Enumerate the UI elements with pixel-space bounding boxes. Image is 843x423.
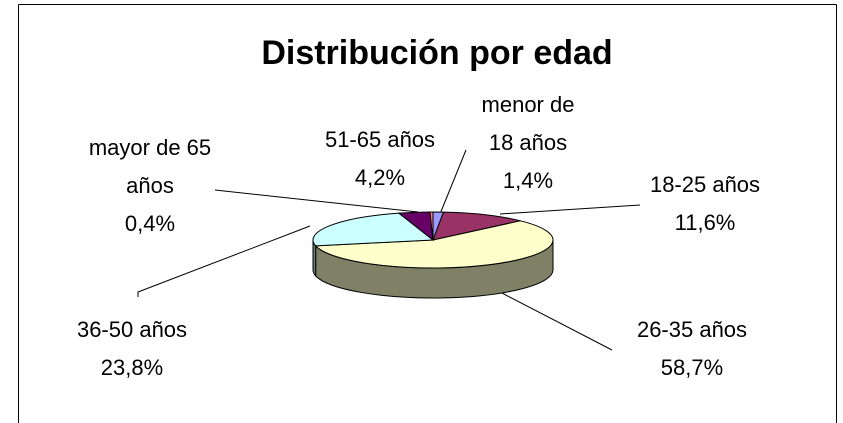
category-label: mayor de 65 años (88, 135, 212, 198)
frame (18, 4, 837, 423)
category-label: 36-50 años (76, 317, 188, 342)
pie (312, 211, 554, 299)
slice (314, 220, 554, 269)
slice-label: 26-35 años 58,7% (627, 311, 757, 387)
slice-label: 51-65 años 4,2% (305, 121, 455, 197)
category-label: 51-65 años (324, 127, 436, 152)
slice-label: 36-50 años 23,8% (67, 311, 197, 387)
slice (312, 212, 435, 247)
category-label: 18-25 años (649, 172, 761, 197)
value-label: 58,7% (660, 355, 724, 380)
value-label: 0,4% (124, 211, 176, 236)
slice (432, 211, 521, 241)
chart-title: Distribución por edad (261, 34, 613, 72)
leader-lines (137, 149, 641, 351)
value-label: 23,8% (100, 355, 164, 380)
slice-label: menor de 18 años 1,4% (473, 86, 583, 200)
slice-label: mayor de 65 años 0,4% (85, 129, 215, 243)
value-label: 4,2% (354, 165, 406, 190)
value-label: 1,4% (502, 168, 554, 193)
value-label: 11,6% (674, 210, 736, 235)
category-label: menor de 18 años (481, 92, 575, 155)
slice-label: 18-25 años 11,6% (640, 166, 770, 242)
category-label: 26-35 años (636, 317, 748, 342)
slice (429, 211, 434, 241)
